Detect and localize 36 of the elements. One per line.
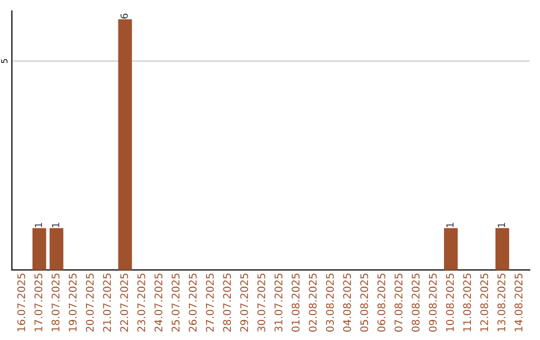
x-tick-label: 14.08.2025 (514, 274, 522, 332)
y-tick-label: 5 (1, 59, 8, 64)
x-tick-label: 23.07.2025 (137, 274, 146, 332)
x-tick-label: 02.08.2025 (308, 274, 317, 332)
x-tick-label: 26.07.2025 (188, 274, 197, 332)
data-label: 1 (446, 222, 454, 228)
x-tick-label: 08.08.2025 (412, 274, 420, 332)
x-tick-label: 16.07.2025 (17, 274, 26, 332)
x-tick-label: 06.08.2025 (377, 274, 386, 332)
x-tick-label: 07.08.2025 (394, 274, 402, 332)
x-tick-label: 12.08.2025 (480, 274, 488, 332)
x-tick-label: 01.08.2025 (292, 274, 300, 332)
x-tick-label: 21.07.2025 (103, 274, 111, 332)
x-tick-label: 17.07.2025 (34, 274, 42, 332)
x-tick-label: 28.07.2025 (223, 274, 231, 332)
x-tick-label: 20.07.2025 (86, 274, 94, 332)
x-tick-label: 25.07.2025 (172, 274, 180, 332)
x-tick-label: 24.07.2025 (154, 274, 162, 332)
x-tick-label: 29.07.2025 (240, 274, 248, 332)
x-tick-label: 31.07.2025 (274, 274, 282, 332)
x-tick-label: 18.07.2025 (52, 274, 60, 332)
x-tick-label: 04.08.2025 (343, 274, 351, 332)
x-tick-label: 10.08.2025 (446, 274, 454, 332)
x-tick-label: 27.07.2025 (206, 274, 214, 332)
x-tick-label: 11.08.2025 (463, 274, 472, 332)
data-label: 1 (498, 222, 505, 228)
x-tick-label: 09.08.2025 (428, 274, 437, 332)
x-tick-label: 13.08.2025 (497, 274, 506, 332)
x-tick-label: 19.07.2025 (68, 274, 77, 332)
x-tick-label: 30.07.2025 (257, 274, 266, 332)
x-tick-label: 03.08.2025 (326, 274, 334, 332)
data-label: 1 (34, 222, 42, 228)
x-tick-label: 22.07.2025 (120, 274, 128, 332)
data-label: 1 (52, 222, 60, 228)
data-label: 6 (120, 14, 128, 19)
x-tick-label: 05.08.2025 (360, 274, 368, 332)
